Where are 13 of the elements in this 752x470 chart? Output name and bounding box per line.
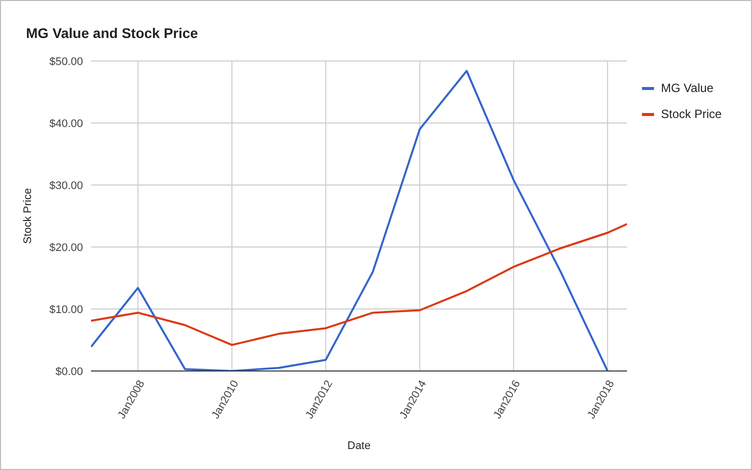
legend-label: MG Value (661, 81, 714, 95)
y-tick-label: $20.00 (49, 242, 83, 254)
y-tick-label: $50.00 (49, 56, 83, 68)
line-series (91, 70, 609, 371)
legend-label: Stock Price (661, 107, 722, 121)
y-tick-label: $40.00 (49, 118, 83, 130)
line-series (91, 223, 627, 346)
y-axis-title: Stock Price (22, 188, 34, 244)
y-tick-label: $30.00 (49, 180, 83, 192)
y-tick-label: $10.00 (49, 304, 83, 316)
chart-title: MG Value and Stock Price (26, 25, 198, 41)
x-axis-title: Date (347, 440, 371, 452)
y-tick-label: $0.00 (55, 366, 83, 378)
